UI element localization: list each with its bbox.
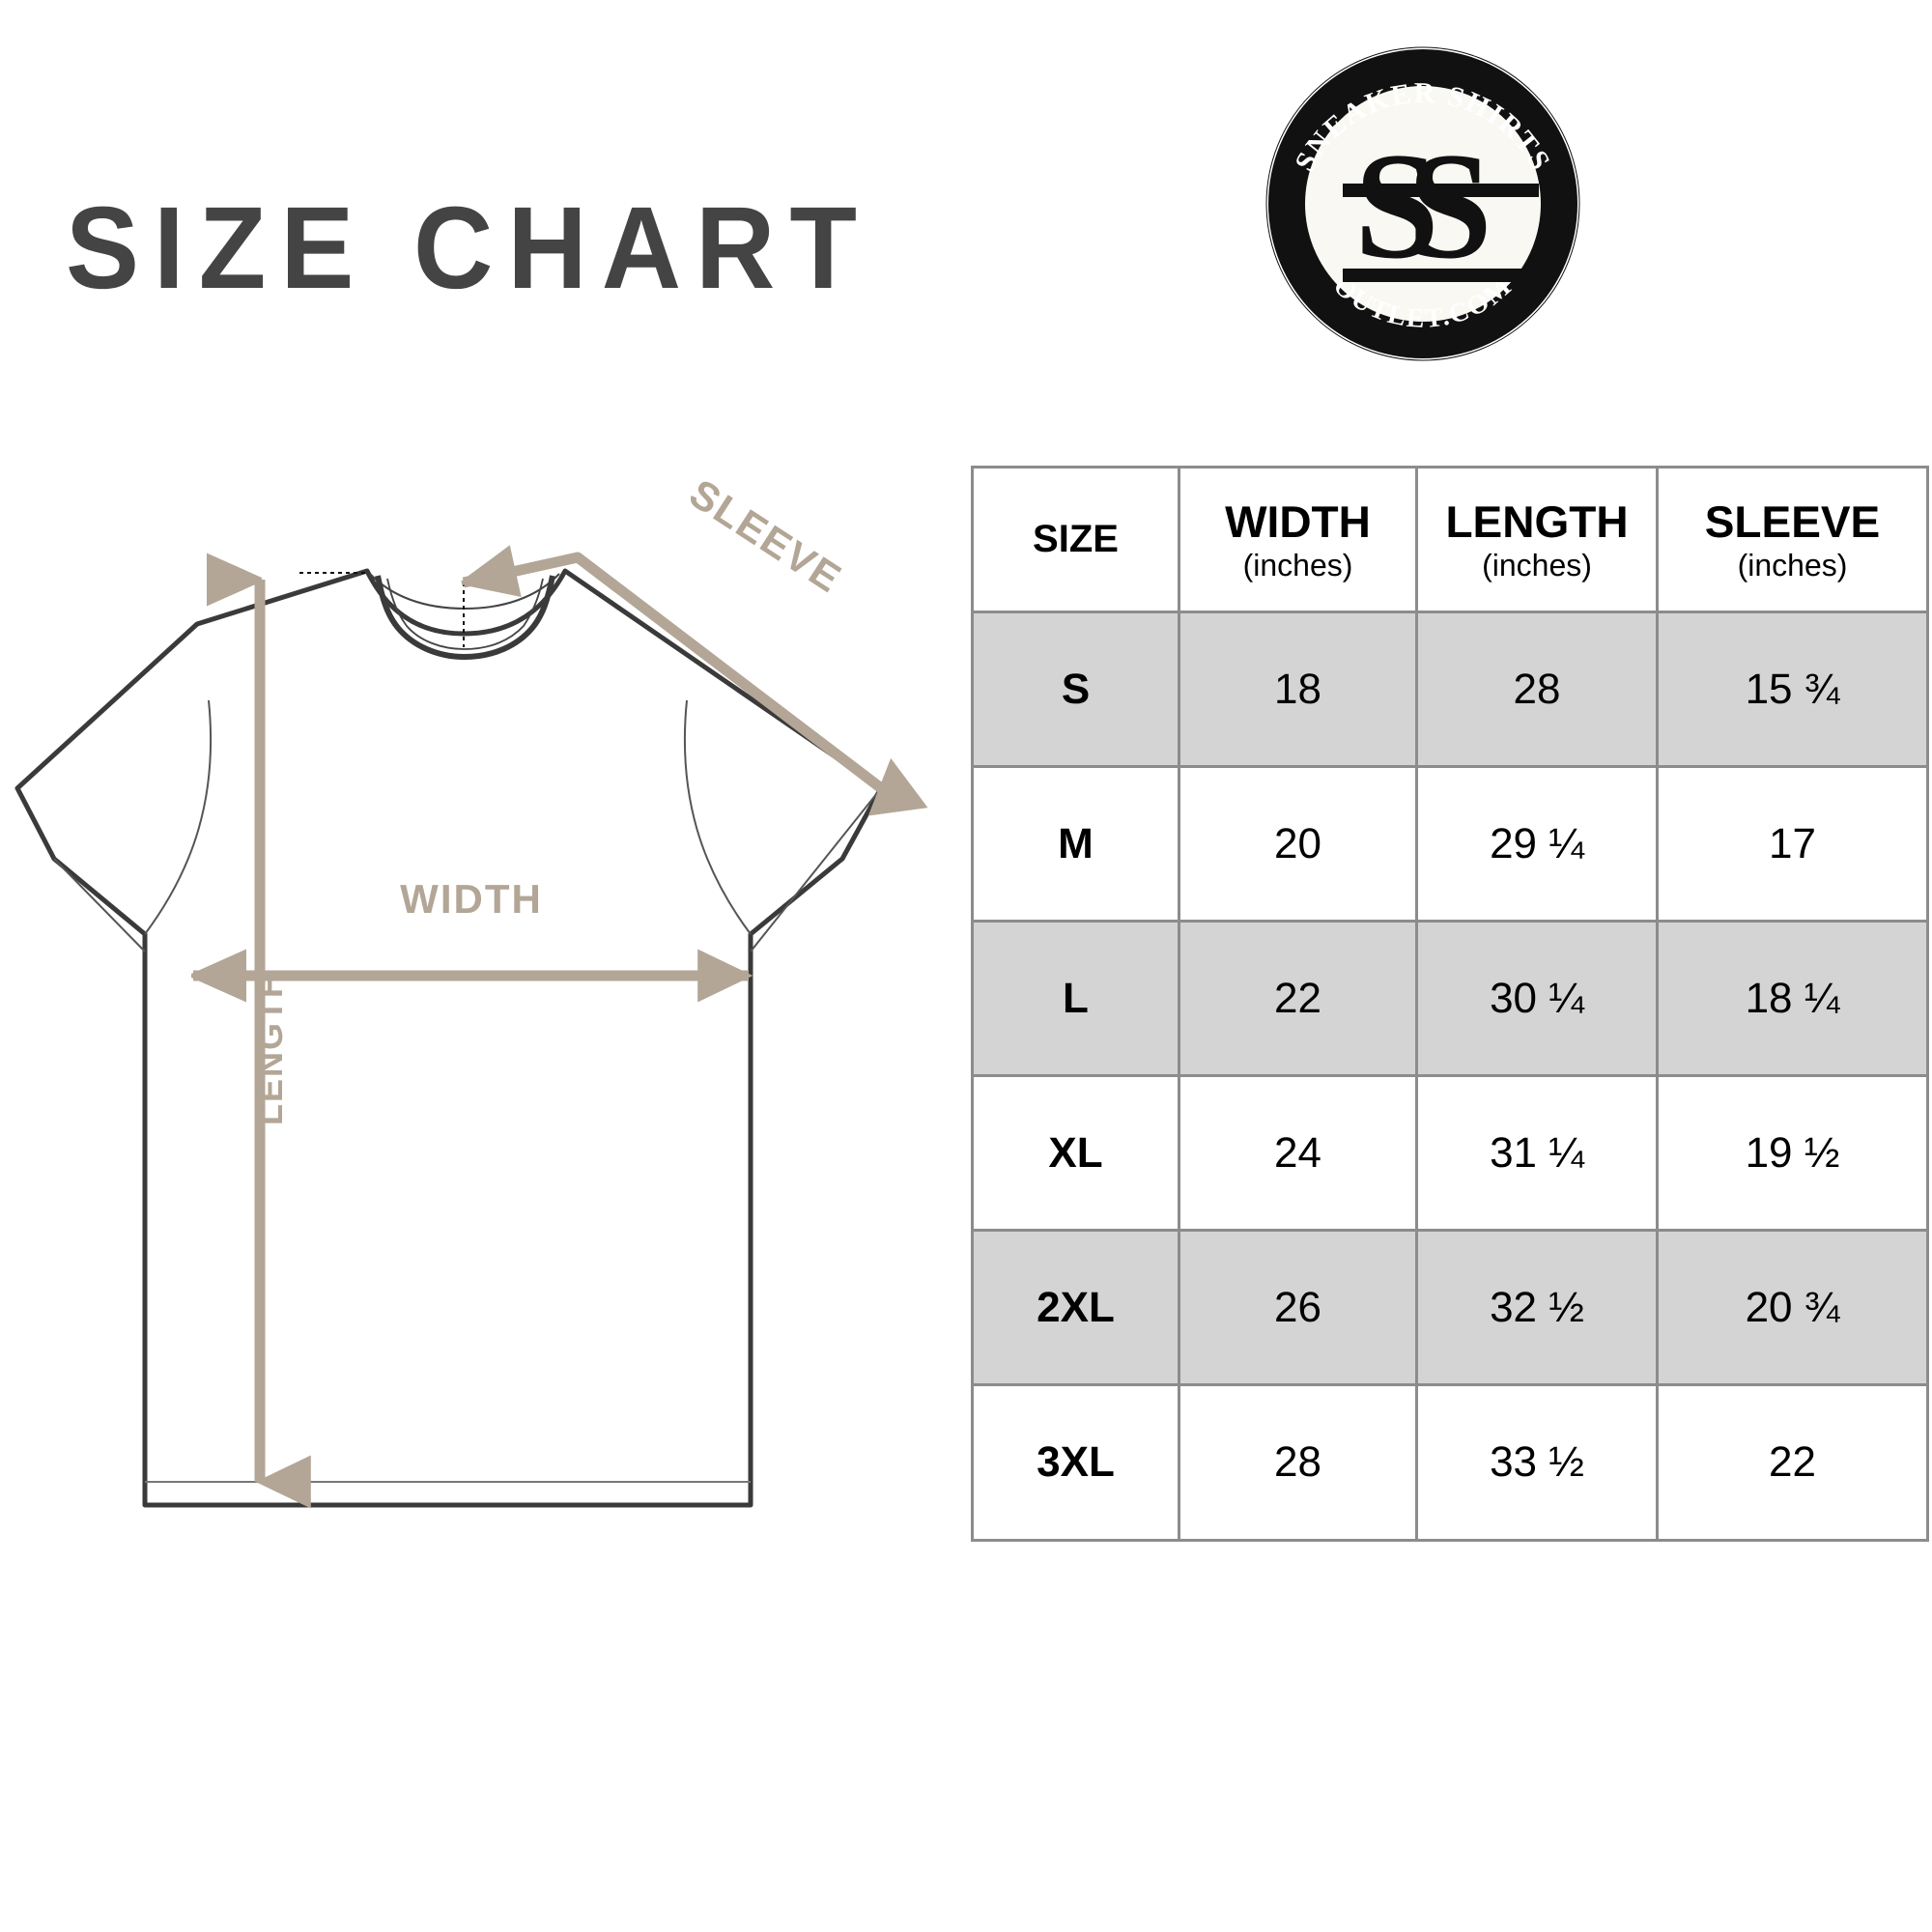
svg-text:LENGTH: LENGTH [250,971,290,1125]
svg-text:WIDTH: WIDTH [400,876,543,922]
svg-text:SLEEVE: SLEEVE [682,470,851,602]
svg-text:S: S [1407,122,1492,291]
